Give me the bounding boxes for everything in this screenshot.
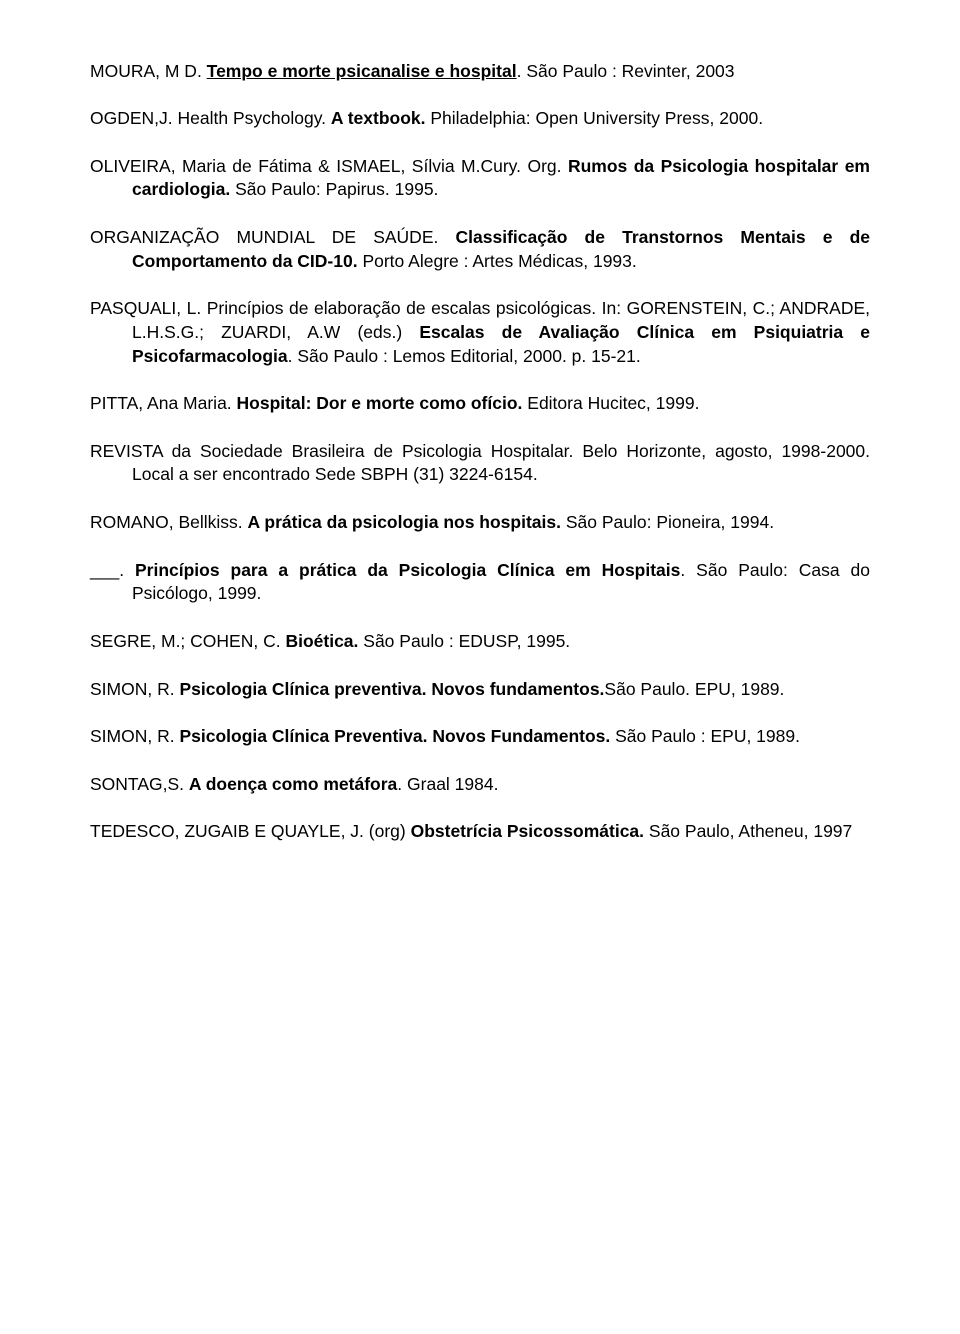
reference-entry: REVISTA da Sociedade Brasileira de Psico…: [90, 440, 870, 487]
reference-text: . Graal 1984.: [397, 774, 498, 794]
reference-entry: SONTAG,S. A doença como metáfora. Graal …: [90, 773, 870, 797]
reference-entry: SIMON, R. Psicologia Clínica Preventiva.…: [90, 725, 870, 749]
reference-text: . São Paulo : Revinter, 2003: [517, 61, 735, 81]
reference-text: Porto Alegre : Artes Médicas, 1993.: [358, 251, 637, 271]
reference-text: Psicologia Clínica preventiva. Novos fun…: [179, 679, 604, 699]
reference-text: Editora Hucitec, 1999.: [522, 393, 699, 413]
reference-text: São Paulo, Atheneu, 1997: [644, 821, 852, 841]
reference-text: REVISTA da Sociedade Brasileira de Psico…: [90, 441, 870, 485]
reference-text: SIMON, R.: [90, 679, 179, 699]
reference-entry: PASQUALI, L. Princípios de elaboração de…: [90, 297, 870, 368]
reference-text: São Paulo: Papirus. 1995.: [230, 179, 438, 199]
reference-text: PITTA, Ana Maria.: [90, 393, 237, 413]
reference-text: Philadelphia: Open University Press, 200…: [426, 108, 764, 128]
reference-text: ROMANO, Bellkiss.: [90, 512, 248, 532]
reference-text: A textbook.: [331, 108, 426, 128]
reference-text: Princípios para a prática da Psicologia …: [135, 560, 680, 580]
reference-entry: SIMON, R. Psicologia Clínica preventiva.…: [90, 678, 870, 702]
reference-entry: ORGANIZAÇÃO MUNDIAL DE SAÚDE. Classifica…: [90, 226, 870, 273]
reference-entry: ROMANO, Bellkiss. A prática da psicologi…: [90, 511, 870, 535]
reference-text: Psicologia Clínica Preventiva. Novos Fun…: [179, 726, 610, 746]
reference-text: São Paulo : EDUSP, 1995.: [358, 631, 570, 651]
reference-text: Hospital: Dor e morte como ofício.: [237, 393, 523, 413]
page: MOURA, M D. Tempo e morte psicanalise e …: [0, 0, 960, 1334]
reference-text: OLIVEIRA, Maria de Fátima & ISMAEL, Sílv…: [90, 156, 568, 176]
reference-entry: TEDESCO, ZUGAIB E QUAYLE, J. (org) Obste…: [90, 820, 870, 844]
reference-text: ___.: [90, 560, 135, 580]
references-list: MOURA, M D. Tempo e morte psicanalise e …: [90, 60, 870, 845]
reference-text: São Paulo : EPU, 1989.: [610, 726, 800, 746]
reference-text: MOURA, M D.: [90, 61, 207, 81]
reference-text: A doença como metáfora: [189, 774, 397, 794]
reference-text: São Paulo: Pioneira, 1994.: [561, 512, 774, 532]
reference-entry: OLIVEIRA, Maria de Fátima & ISMAEL, Sílv…: [90, 155, 870, 202]
reference-text: Obstetrícia Psicossomática.: [411, 821, 644, 841]
reference-entry: SEGRE, M.; COHEN, C. Bioética. São Paulo…: [90, 630, 870, 654]
reference-text: SIMON, R.: [90, 726, 179, 746]
reference-text: ORGANIZAÇÃO MUNDIAL DE SAÚDE.: [90, 227, 456, 247]
reference-text: TEDESCO, ZUGAIB E QUAYLE, J. (org): [90, 821, 411, 841]
reference-text: . São Paulo : Lemos Editorial, 2000. p. …: [288, 346, 641, 366]
reference-text: OGDEN,J. Health Psychology.: [90, 108, 331, 128]
reference-text: A prática da psicologia nos hospitais.: [248, 512, 561, 532]
reference-text: SONTAG,S.: [90, 774, 189, 794]
reference-text: São Paulo. EPU, 1989.: [604, 679, 784, 699]
reference-entry: MOURA, M D. Tempo e morte psicanalise e …: [90, 60, 870, 84]
reference-text: Tempo e morte psicanalise e hospital: [207, 61, 517, 81]
reference-entry: OGDEN,J. Health Psychology. A textbook. …: [90, 107, 870, 131]
reference-entry: ___. Princípios para a prática da Psicol…: [90, 559, 870, 606]
reference-entry: PITTA, Ana Maria. Hospital: Dor e morte …: [90, 392, 870, 416]
reference-text: SEGRE, M.; COHEN, C.: [90, 631, 285, 651]
reference-text: Bioética.: [285, 631, 358, 651]
